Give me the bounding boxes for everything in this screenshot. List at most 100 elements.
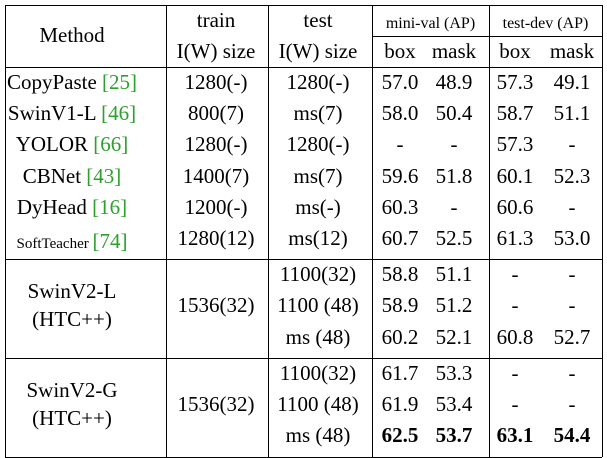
- header-train-top: train: [196, 8, 236, 32]
- method-name: SoftTeacher [74]: [17, 229, 128, 257]
- minival-mask: 51.8: [435, 163, 473, 188]
- minival-mask: 51.2: [435, 293, 473, 318]
- method-label: SoftTeacher: [16, 236, 89, 252]
- rule-vertical-5: [602, 5, 603, 458]
- results-table: Method train I(W) size test I(W) size mini-va…: [5, 5, 603, 458]
- rule-group1: [5, 259, 602, 261]
- header-testdev-box: box: [499, 39, 531, 63]
- testdev-mask: 49.1: [553, 70, 591, 94]
- minival-box: 60.3: [381, 194, 419, 219]
- test-size: ms(7): [293, 163, 343, 188]
- header-testdev: test-dev (AP): [502, 15, 589, 32]
- citation-link[interactable]: [16]: [92, 194, 128, 219]
- minival-mask: 53.7: [435, 423, 473, 448]
- test-size: 1100(32): [279, 262, 357, 287]
- testdev-box: 60.8: [496, 324, 534, 349]
- rule-vertical-1: [166, 5, 167, 458]
- minival-box: 58.8: [381, 262, 419, 287]
- minival-box: 61.7: [381, 360, 419, 385]
- group-train-size: 1536(32): [177, 392, 255, 416]
- train-size: 1280(-): [184, 70, 248, 94]
- method-name: CBNet [43]: [23, 164, 122, 189]
- citation-link[interactable]: [66]: [93, 132, 129, 157]
- header-test-bottom: I(W) size: [278, 39, 358, 63]
- train-size: 1280(-): [184, 132, 248, 157]
- rule-header-mid: [372, 36, 602, 37]
- rule-vertical-3: [372, 5, 373, 458]
- testdev-mask: -: [568, 360, 576, 385]
- method-name: CopyPaste [25]: [7, 70, 137, 95]
- testdev-box: 61.3: [496, 226, 534, 250]
- testdev-mask: 51.1: [553, 101, 591, 126]
- minival-mask: 51.1: [435, 262, 473, 287]
- test-size: ms(-): [295, 194, 341, 219]
- train-size: 1280(12): [177, 226, 255, 250]
- test-size: 1100 (48): [277, 392, 359, 416]
- testdev-box: 60.6: [496, 194, 534, 219]
- header-test-top: test: [303, 8, 333, 32]
- header-method: Method: [39, 23, 105, 47]
- minival-box: 62.5: [381, 423, 419, 448]
- train-size: 800(7): [188, 101, 244, 126]
- method-label: CopyPaste: [6, 70, 97, 94]
- group-name-line2: (HTC++): [32, 307, 112, 332]
- rule-top: [5, 5, 602, 6]
- method-label: YOLOR: [15, 132, 89, 157]
- testdev-box: -: [511, 360, 519, 385]
- test-size: 1100 (48): [277, 293, 359, 318]
- minival-mask: 52.5: [435, 226, 473, 250]
- citation-link[interactable]: [25]: [102, 70, 138, 94]
- minival-mask: 53.3: [435, 360, 473, 385]
- method-name: YOLOR [66]: [16, 132, 129, 157]
- header-minival-box: box: [384, 39, 416, 63]
- testdev-box: -: [511, 392, 519, 416]
- testdev-box: 60.1: [496, 163, 534, 188]
- method-label: DyHead: [16, 194, 87, 219]
- minival-box: 59.6: [381, 163, 419, 188]
- citation-link[interactable]: [46]: [101, 101, 137, 126]
- method-name: SwinV1-L [46]: [8, 101, 136, 126]
- rule-group2: [5, 357, 602, 359]
- testdev-mask: -: [568, 132, 576, 157]
- group-name-line2: (HTC++): [32, 405, 112, 430]
- testdev-mask: 54.4: [553, 423, 591, 448]
- rule-vertical-0: [5, 5, 6, 458]
- minival-mask: 48.9: [435, 70, 473, 94]
- rule-header-end: [5, 67, 602, 68]
- header-train-bottom: I(W) size: [176, 39, 256, 63]
- header-testdev-mask: mask: [549, 39, 595, 63]
- test-size: 1280(-): [286, 70, 350, 94]
- testdev-box: -: [511, 293, 519, 318]
- minival-box: 57.0: [381, 70, 419, 94]
- test-size: ms(12): [288, 226, 348, 250]
- test-size: ms (48): [285, 324, 351, 349]
- minival-mask: 52.1: [435, 324, 473, 349]
- testdev-box: 58.7: [496, 101, 534, 126]
- minival-mask: 53.4: [435, 392, 473, 416]
- minival-box: 60.2: [381, 324, 419, 349]
- testdev-mask: -: [568, 392, 576, 416]
- test-size: 1100(32): [279, 360, 357, 385]
- test-size: ms(7): [293, 101, 343, 126]
- testdev-mask: -: [568, 194, 576, 219]
- minival-box: 61.9: [381, 392, 419, 416]
- testdev-mask: 52.7: [553, 324, 591, 349]
- testdev-mask: 52.3: [553, 163, 591, 188]
- testdev-mask: 53.0: [553, 226, 591, 250]
- header-minival-mask: mask: [431, 39, 477, 63]
- citation-link[interactable]: [43]: [86, 163, 122, 188]
- rule-vertical-2: [268, 5, 269, 458]
- group-train-size: 1536(32): [177, 293, 255, 318]
- citation-link[interactable]: [74]: [92, 229, 128, 253]
- method-label: CBNet: [22, 163, 82, 188]
- minival-box: 60.7: [381, 226, 419, 250]
- method-label: SwinV1-L: [7, 101, 96, 126]
- testdev-mask: -: [568, 293, 576, 318]
- group-name-line1: SwinV2-L: [27, 279, 117, 304]
- test-size: 1280(-): [286, 132, 350, 157]
- train-size: 1200(-): [184, 194, 248, 219]
- testdev-box: -: [511, 262, 519, 287]
- minival-mask: -: [450, 132, 458, 157]
- test-size: ms (48): [285, 423, 351, 448]
- minival-box: -: [396, 132, 404, 157]
